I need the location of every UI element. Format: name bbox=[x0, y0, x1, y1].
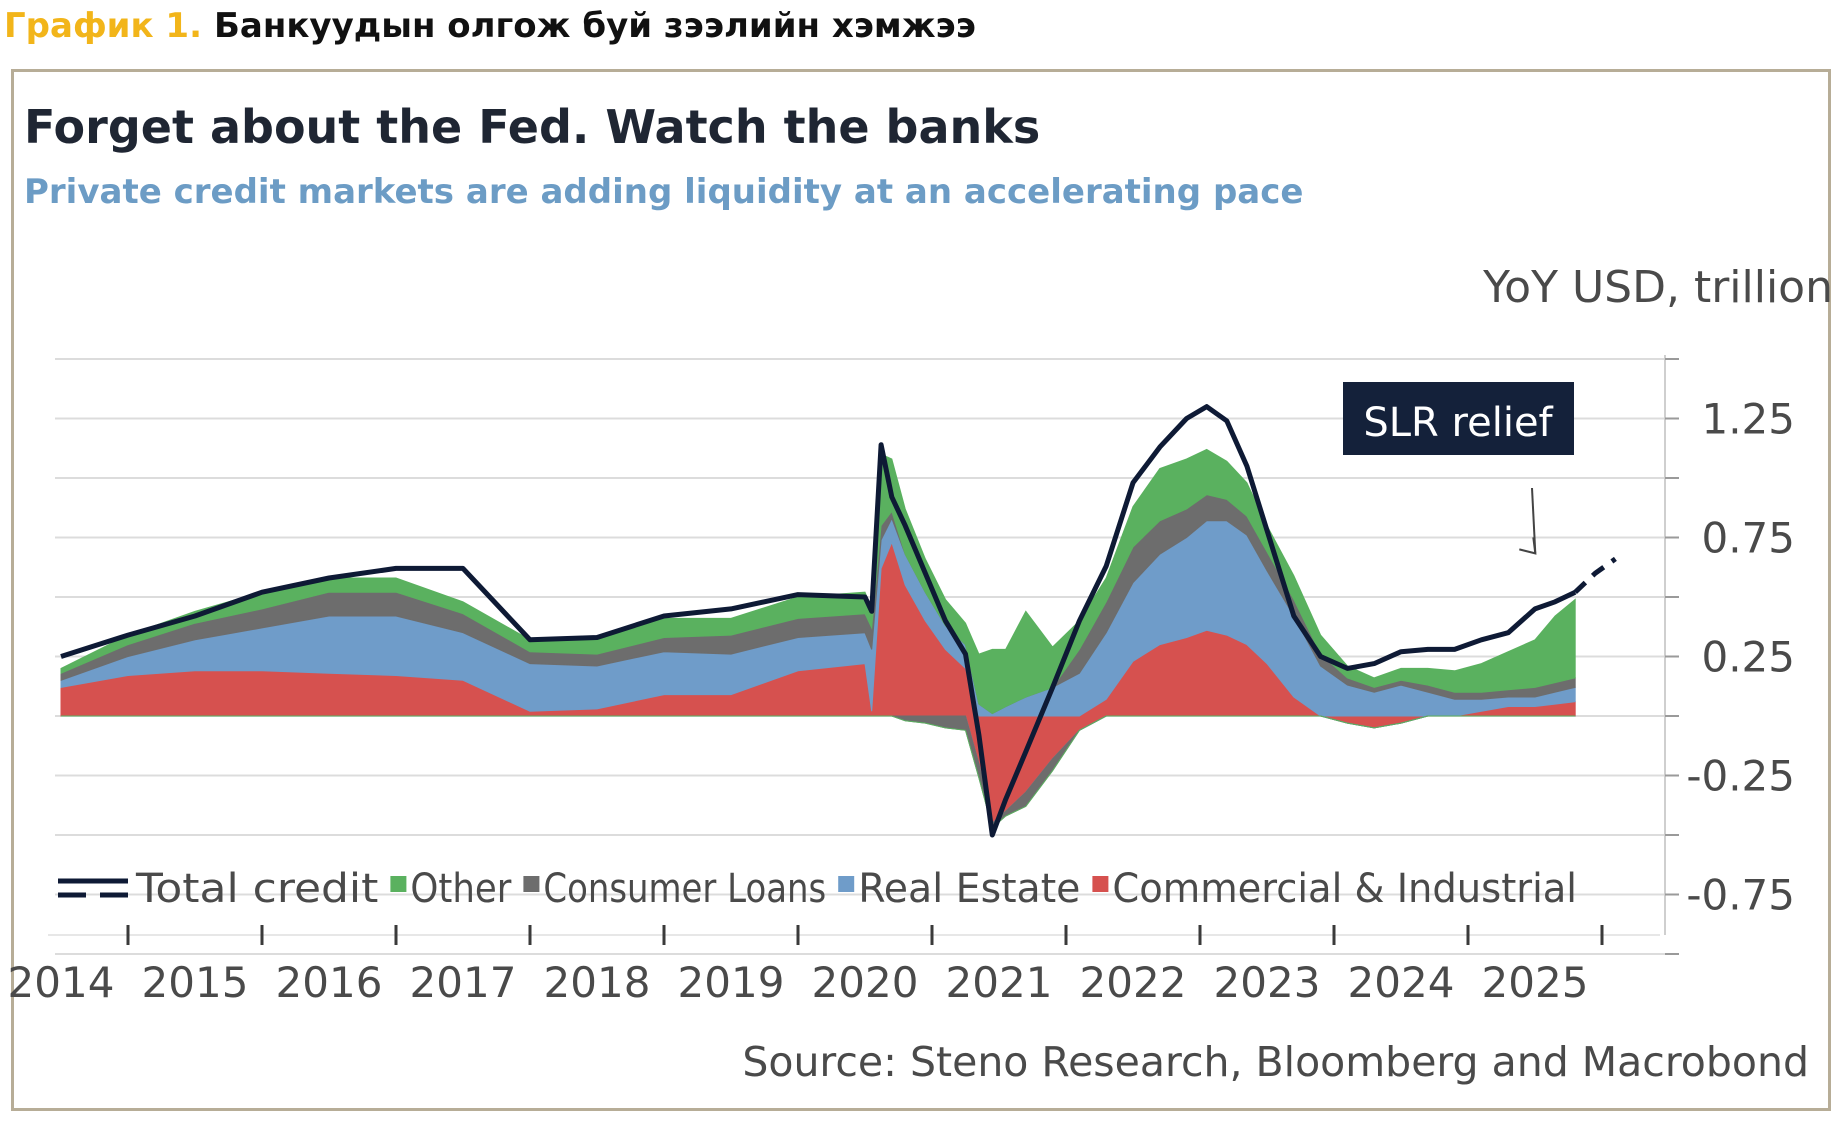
series-area-other bbox=[60, 448, 1576, 715]
x-tick-label: 2019 bbox=[678, 958, 785, 1007]
figure-label: График 1. bbox=[4, 6, 202, 46]
x-tick-label: 2022 bbox=[1080, 958, 1187, 1007]
chart-frame bbox=[11, 69, 1831, 1111]
legend-consumer-loans-label: Consumer Loans bbox=[543, 866, 826, 912]
series-area-other-negative bbox=[61, 715, 1576, 829]
source-note: Source: Steno Research, Bloomberg and Ma… bbox=[742, 1038, 1809, 1086]
total-credit-projection bbox=[1573, 556, 1617, 595]
chart-subtitle: Private credit markets are adding liquid… bbox=[24, 172, 1304, 212]
series-line-total-credit bbox=[60, 404, 1577, 838]
legend-total-credit-label: Total credit bbox=[135, 866, 378, 912]
legend-other-label: Other bbox=[410, 866, 511, 912]
series-area-consumer-loans-negative bbox=[61, 715, 1576, 829]
legend-real-estate-label: Real Estate bbox=[858, 866, 1080, 912]
figure-title: Банкуудын олгож буй зээлийн хэмжээ bbox=[214, 6, 976, 46]
y-axis-label: YoY USD, trillion bbox=[1482, 262, 1833, 313]
legend-other-swatch bbox=[390, 876, 407, 892]
y-tick-label: 0.25 bbox=[1701, 633, 1795, 682]
figure-header: График 1. Банкуудын олгож буй зээлийн хэм… bbox=[4, 4, 976, 48]
legend-commercial-industrial-label: Commercial & Industrial bbox=[1112, 866, 1577, 912]
y-tick-label: -0.75 bbox=[1686, 871, 1795, 920]
x-tick-label: 2015 bbox=[142, 958, 249, 1007]
x-tick-label: 2023 bbox=[1214, 958, 1321, 1007]
y-tick-label: 0.75 bbox=[1701, 514, 1795, 563]
x-tick-label: 2014 bbox=[8, 958, 115, 1007]
y-tick-label: -0.25 bbox=[1686, 752, 1795, 801]
y-tick-label: 1.25 bbox=[1701, 395, 1795, 444]
annotation-box bbox=[1343, 382, 1574, 455]
x-tick-label: 2018 bbox=[544, 958, 651, 1007]
x-tick-label: 2021 bbox=[946, 958, 1053, 1007]
legend-commercial-industrial-swatch bbox=[1092, 876, 1109, 892]
x-tick-label: 2016 bbox=[276, 958, 383, 1007]
legend-consumer-loans-swatch bbox=[523, 876, 540, 892]
annotation-label: SLR relief bbox=[1363, 400, 1553, 446]
x-tick-label: 2020 bbox=[812, 958, 919, 1007]
annotation-arrowhead bbox=[1519, 537, 1537, 555]
chart-title: Forget about the Fed. Watch the banks bbox=[24, 100, 1041, 154]
legend-real-estate-swatch bbox=[838, 876, 855, 892]
x-tick-label: 2024 bbox=[1348, 958, 1455, 1007]
x-tick-label: 2017 bbox=[410, 958, 517, 1007]
x-tick-label: 2025 bbox=[1482, 958, 1589, 1007]
series-area-commercial-industrial-negative bbox=[61, 715, 1576, 825]
series-area-real-estate-negative bbox=[61, 715, 1576, 825]
